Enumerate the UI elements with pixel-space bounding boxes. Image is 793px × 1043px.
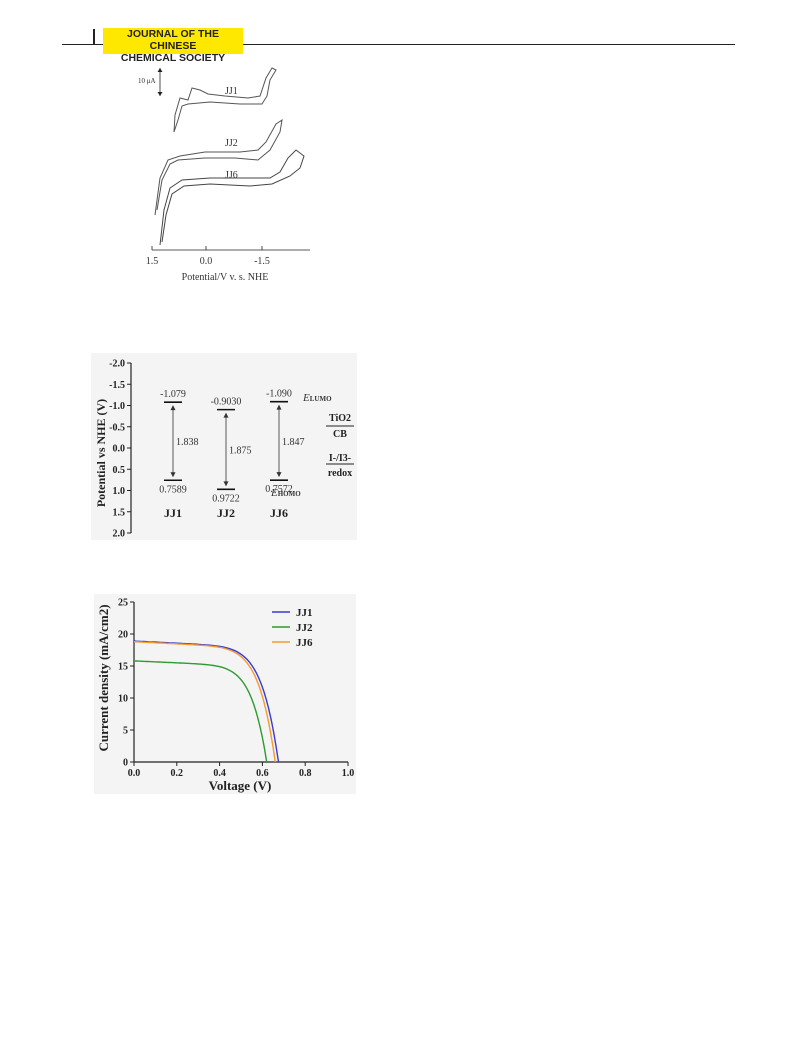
jv-curve-jj2 [133, 660, 268, 763]
jv-x-tick-label: 0.2 [171, 768, 184, 779]
cv-x-label: Potential/V v. s. NHE [182, 272, 269, 283]
energy-y-label: Potential vs NHE (V) [94, 399, 108, 507]
ehomo-label: EHOMO [270, 487, 301, 499]
redox-couple-label: I-/I3- [329, 453, 351, 464]
energy-figure: -2.0 -1.5 -1.0 -0.5 0.0 0.5 1.0 1.5 2.0 Potentia… [91, 353, 357, 540]
jv-curves [133, 640, 280, 763]
jv-curve-jj6 [133, 641, 276, 763]
jv-x-tick-label: 0.4 [213, 768, 226, 779]
journal-banner: JOURNAL OF THE CHINESE CHEMICAL SOCIETY [103, 28, 243, 64]
gap-arrowhead-top [276, 404, 282, 410]
cv-label-jj1: JJ1 [225, 86, 238, 97]
energy-y-tick-label: 2.0 [113, 529, 126, 540]
energy-y-tick-label: -0.5 [109, 422, 125, 433]
jv-y-label: Current density (mA/cm2) [96, 604, 111, 751]
header-rule [62, 44, 735, 45]
jv-legend-label-jj6: JJ6 [296, 637, 313, 649]
energy-y-tick-label: -1.5 [109, 380, 125, 391]
jv-y-tick-label: 15 [118, 662, 128, 673]
jv-x-tick-label: 0.0 [128, 768, 141, 779]
jv-legend-label-jj2: JJ2 [296, 622, 313, 634]
gap-arrowhead-bottom [223, 481, 229, 487]
jv-legend-label-jj1: JJ1 [296, 607, 313, 619]
cv-curve-jj1 [173, 67, 277, 133]
jv-axes: 0 5 10 15 20 25 0.0 0.2 0.4 0.6 0.8 1.0 [118, 598, 354, 780]
jv-x-tick-label: 0.8 [299, 768, 312, 779]
jv-y-tick-label: 0 [123, 758, 128, 769]
scale-arrow-top [157, 68, 163, 72]
dye-name-jj6: JJ6 [270, 506, 288, 520]
jv-y-tick-label: 20 [118, 630, 128, 641]
homo-value-jj2: 0.9722 [212, 493, 240, 504]
tio2-label: TiO2 [329, 413, 351, 424]
energy-y-tick-label: -2.0 [109, 359, 125, 370]
elumo-label: ELUMO [302, 392, 332, 404]
jv-x-label: Voltage (V) [209, 778, 272, 793]
gap-arrowhead-bottom [170, 472, 176, 478]
cv-curve-jj6 [159, 149, 305, 246]
gap-value-jj1: 1.838 [176, 437, 199, 448]
jv-y-tick-label: 5 [123, 726, 128, 737]
energy-y-axis: -2.0 -1.5 -1.0 -0.5 0.0 0.5 1.0 1.5 2.0 [109, 359, 132, 540]
cv-x-tick-3: -1.5 [254, 256, 270, 267]
energy-levels: -1.079 0.7589 1.838 JJ1 -0.9030 0.9722 1.875 JJ… [159, 389, 304, 520]
gap-arrowhead-bottom [276, 472, 282, 478]
energy-y-tick-label: 0.0 [113, 444, 126, 455]
jv-legend: JJ1 JJ2 JJ6 [272, 607, 313, 649]
scale-arrow-bottom [157, 92, 163, 96]
gap-arrowhead-top [170, 405, 176, 411]
jv-curve-jj1 [133, 640, 280, 763]
cv-figure: 10 μA JJ1 JJ2 JJ6 1.5 0.0 -1.5 Potential… [130, 60, 330, 290]
gap-arrowhead-top [223, 412, 229, 418]
cv-plot: 10 μA JJ1 JJ2 JJ6 1.5 0.0 -1.5 Potential… [138, 67, 310, 283]
header-tick [93, 29, 95, 44]
jv-y-tick-label: 25 [118, 598, 128, 609]
energy-y-tick-label: 1.0 [113, 486, 126, 497]
gap-value-jj6: 1.847 [282, 437, 305, 448]
jv-figure: Current density (mA/cm2) Voltage (V) 0 5 1… [94, 594, 356, 794]
cb-label: CB [333, 429, 347, 440]
scale-label: 10 μA [138, 77, 156, 85]
homo-value-jj6: 0.7572 [265, 484, 293, 495]
dye-name-jj2: JJ2 [217, 506, 235, 520]
energy-y-tick-label: 0.5 [113, 465, 126, 476]
jv-y-tick-label: 10 [118, 694, 128, 705]
cv-x-tick-2: 0.0 [200, 256, 213, 267]
homo-value-jj1: 0.7589 [159, 484, 187, 495]
lumo-value-jj2: -0.9030 [211, 397, 242, 408]
jv-x-tick-label: 1.0 [342, 768, 355, 779]
lumo-value-jj1: -1.079 [160, 389, 186, 400]
lumo-value-jj6: -1.090 [266, 389, 292, 400]
cv-curve-jj2 [154, 118, 283, 216]
energy-y-tick-label: 1.5 [113, 507, 126, 518]
jv-plot: Current density (mA/cm2) Voltage (V) 0 5 1… [94, 594, 356, 794]
cv-label-jj2: JJ2 [225, 138, 238, 149]
cv-x-tick-1: 1.5 [146, 256, 159, 267]
dye-name-jj1: JJ1 [164, 506, 182, 520]
redox-label: redox [328, 468, 352, 479]
jv-x-tick-label: 0.6 [256, 768, 269, 779]
energy-y-tick-label: -1.0 [109, 401, 125, 412]
cv-label-jj6: JJ6 [225, 170, 238, 181]
journal-name-line2: CHEMICAL SOCIETY [120, 52, 226, 64]
gap-value-jj2: 1.875 [229, 445, 252, 456]
journal-name-line1: JOURNAL OF THE CHINESE [127, 28, 219, 52]
energy-plot: -2.0 -1.5 -1.0 -0.5 0.0 0.5 1.0 1.5 2.0 Potentia… [91, 353, 357, 540]
